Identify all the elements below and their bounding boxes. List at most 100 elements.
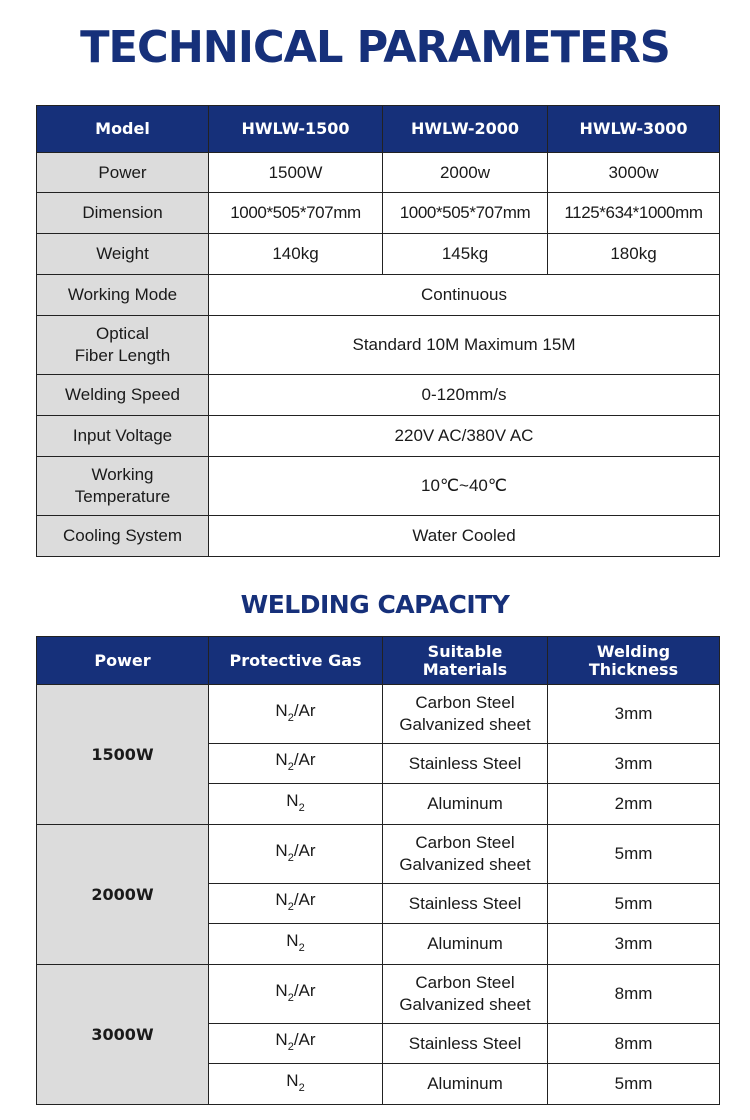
gas-base: N: [275, 840, 288, 860]
value-cell: 10℃~40℃: [208, 456, 720, 516]
column-header: Protective Gas: [208, 636, 383, 685]
gas-cell: N2/Ar: [208, 1023, 383, 1064]
header-row: Model HWLW-1500 HWLW-2000 HWLW-3000: [36, 105, 720, 153]
gas-rest: /Ar: [293, 980, 316, 1000]
row-label: Optical Fiber Length: [36, 315, 209, 375]
value-cell: 140kg: [208, 233, 383, 275]
gas-rest: /Ar: [293, 1030, 316, 1049]
thickness-cell: 5mm: [547, 824, 720, 884]
column-header: HWLW-1500: [208, 105, 383, 153]
table-row: Welding Speed 0-120mm/s: [36, 374, 720, 416]
row-label: Working Temperature: [36, 456, 209, 516]
gas-base: N: [286, 1070, 299, 1090]
thickness-cell: 3mm: [547, 743, 720, 784]
gas-subscript: 2: [287, 991, 294, 1004]
thickness-cell: 5mm: [547, 1063, 720, 1105]
gas-cell: N2/Ar: [208, 743, 383, 784]
thickness-cell: 8mm: [547, 1023, 720, 1064]
gas-base: N: [286, 790, 299, 810]
value-cell: 1000*505*707mm: [208, 192, 383, 234]
value-cell: 145kg: [382, 233, 548, 275]
value-cell: 3000w: [547, 152, 720, 193]
gas-cell: N2/Ar: [208, 964, 383, 1024]
material-cell: Stainless Steel: [382, 743, 548, 784]
gas-cell: N2/Ar: [208, 684, 383, 744]
table-row: Input Voltage 220V AC/380V AC: [36, 415, 720, 457]
value-cell: 1500W: [208, 152, 383, 193]
thickness-cell: 3mm: [547, 684, 720, 744]
gas-base: N: [275, 750, 288, 769]
row-label: Dimension: [36, 192, 209, 234]
value-cell: 2000w: [382, 152, 548, 193]
table-row: Weight 140kg 145kg 180kg: [36, 233, 720, 275]
material-cell: Aluminum: [382, 1063, 548, 1105]
gas-base: N: [275, 1030, 288, 1049]
column-header: Suitable Materials: [382, 636, 548, 685]
gas-rest: /Ar: [293, 890, 316, 909]
welding-capacity-table: Power Protective Gas Suitable Materials Wel…: [36, 636, 720, 1105]
gas-cell: N2: [208, 783, 383, 825]
table-row: Power 1500W 2000w 3000w: [36, 152, 720, 193]
table-row: Optical Fiber Length Standard 10M Maximum…: [36, 315, 720, 375]
gas-subscript: 2: [287, 901, 294, 913]
table-row: N2 Aluminum 5mm: [37, 1063, 720, 1105]
row-label: Cooling System: [36, 515, 209, 557]
material-cell: Aluminum: [382, 783, 548, 825]
table-row: 2000W N2/Ar Carbon Steel Galvanized sheet 5…: [36, 824, 720, 965]
gas-cell: N2/Ar: [208, 824, 383, 884]
gas-cell: N2: [208, 923, 383, 965]
row-label: Working Mode: [36, 274, 209, 316]
gas-cell: N2: [208, 1063, 383, 1105]
gas-subscript: 2: [298, 801, 305, 814]
table-row: 3000W N2/Ar Carbon Steel Galvanized sheet 8…: [36, 964, 720, 1105]
power-cell: 1500W: [36, 684, 209, 825]
row-label: Power: [36, 152, 209, 193]
material-cell: Stainless Steel: [382, 883, 548, 924]
thickness-cell: 2mm: [547, 783, 720, 825]
gas-subscript: 2: [287, 851, 294, 864]
value-cell: Continuous: [208, 274, 720, 316]
row-label: Weight: [36, 233, 209, 275]
technical-parameters-table: Model HWLW-1500 HWLW-2000 HWLW-3000 Power 150…: [36, 105, 720, 557]
thickness-cell: 5mm: [547, 883, 720, 924]
gas-rest: /Ar: [293, 750, 316, 769]
value-cell: 220V AC/380V AC: [208, 415, 720, 457]
material-cell: Aluminum: [382, 923, 548, 965]
gas-rest: /Ar: [293, 700, 316, 720]
gas-subscript: 2: [298, 1081, 305, 1094]
power-cell: 2000W: [36, 824, 209, 965]
material-cell: Stainless Steel: [382, 1023, 548, 1064]
table-row: N2/Ar Stainless Steel 8mm: [37, 1023, 720, 1064]
value-cell: 1125*634*1000mm: [547, 192, 720, 234]
gas-subscript: 2: [287, 761, 294, 773]
table-row: Working Temperature 10℃~40℃: [36, 456, 720, 516]
section-title: WELDING CAPACITY: [240, 590, 510, 619]
gas-subscript: 2: [287, 711, 294, 724]
column-header: HWLW-3000: [547, 105, 720, 153]
value-cell: 1000*505*707mm: [382, 192, 548, 234]
table-row: Cooling System Water Cooled: [36, 515, 720, 557]
gas-base: N: [275, 980, 288, 1000]
page-title: TECHNICAL PARAMETERS: [80, 22, 671, 73]
material-cell: Carbon Steel Galvanized sheet: [382, 684, 548, 744]
value-cell: Standard 10M Maximum 15M: [208, 315, 720, 375]
gas-rest: /Ar: [293, 840, 316, 860]
thickness-cell: 3mm: [547, 923, 720, 965]
gas-base: N: [286, 930, 299, 950]
gas-base: N: [275, 700, 288, 720]
table-row: N2/Ar Stainless Steel 5mm: [37, 883, 720, 924]
gas-subscript: 2: [298, 941, 305, 954]
material-cell: Carbon Steel Galvanized sheet: [382, 824, 548, 884]
table-row: 1500W N2/Ar Carbon Steel Galvanized sheet 3…: [36, 684, 720, 825]
gas-cell: N2/Ar: [208, 883, 383, 924]
column-header: Power: [36, 636, 209, 685]
gas-subscript: 2: [287, 1041, 294, 1053]
table-row: Working Mode Continuous: [36, 274, 720, 316]
header-row: Power Protective Gas Suitable Materials Wel…: [36, 636, 720, 685]
column-header: HWLW-2000: [382, 105, 548, 153]
table-row: N2 Aluminum 3mm: [37, 923, 720, 965]
thickness-cell: 8mm: [547, 964, 720, 1024]
column-header: Model: [36, 105, 209, 153]
gas-base: N: [275, 890, 288, 909]
table-row: Dimension 1000*505*707mm 1000*505*707mm 112…: [36, 192, 720, 234]
